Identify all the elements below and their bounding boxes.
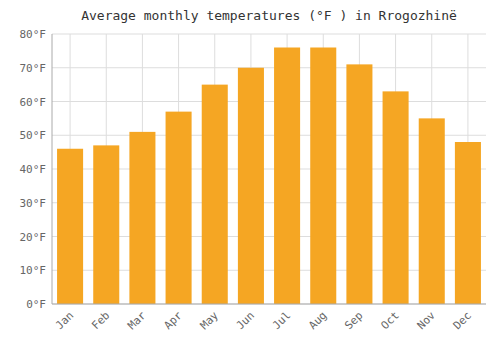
x-tick-label: Jan <box>53 309 76 332</box>
y-grid-line <box>52 304 486 305</box>
bar <box>383 91 409 304</box>
y-tick-label: 10°F <box>20 264 47 277</box>
bars <box>57 48 481 305</box>
bar <box>166 112 192 304</box>
x-tick-label: Dec <box>451 309 474 332</box>
y-tick-label: 50°F <box>20 129 47 142</box>
y-tick-label: 40°F <box>20 163 47 176</box>
bar <box>419 118 445 304</box>
y-tick-label: 0°F <box>26 298 46 311</box>
chart-svg: Average monthly temperatures (°F ) in Rr… <box>0 0 500 350</box>
x-axis-line <box>52 304 486 305</box>
bar <box>346 64 372 304</box>
title: Average monthly temperatures (°F ) in Rr… <box>81 8 457 23</box>
grid <box>52 34 486 304</box>
y-tick-label: 70°F <box>20 62 47 75</box>
y-tick-label: 80°F <box>20 28 47 41</box>
bar <box>129 132 155 304</box>
bar <box>93 145 119 304</box>
x-tick-label: Apr <box>161 309 185 333</box>
x-tick-label: Aug <box>306 309 329 332</box>
bar <box>238 68 264 304</box>
x-tick-label: Oct <box>378 309 401 332</box>
x-tick-label: May <box>198 309 222 333</box>
chart-container: Average monthly temperatures (°F ) in Rr… <box>0 0 500 350</box>
x-tick-label: Jun <box>234 309 257 332</box>
x-tick-label: Mar <box>125 309 149 333</box>
x-tick-label: Nov <box>415 309 439 333</box>
x-tick-label: Jul <box>270 309 293 332</box>
y-grid-line <box>52 34 486 35</box>
x-tick-label: Sep <box>342 309 365 332</box>
bar <box>202 85 228 304</box>
y-grid-line <box>52 101 486 102</box>
y-tick-label: 30°F <box>20 197 47 210</box>
y-grid-line <box>52 67 486 68</box>
bar <box>274 48 300 305</box>
bar <box>57 149 83 304</box>
x-tick-label: Feb <box>89 309 112 332</box>
y-tick-label: 60°F <box>20 96 47 109</box>
bar <box>455 142 481 304</box>
y-axis-line <box>52 34 53 304</box>
y-tick-label: 20°F <box>20 231 47 244</box>
bar <box>310 48 336 305</box>
